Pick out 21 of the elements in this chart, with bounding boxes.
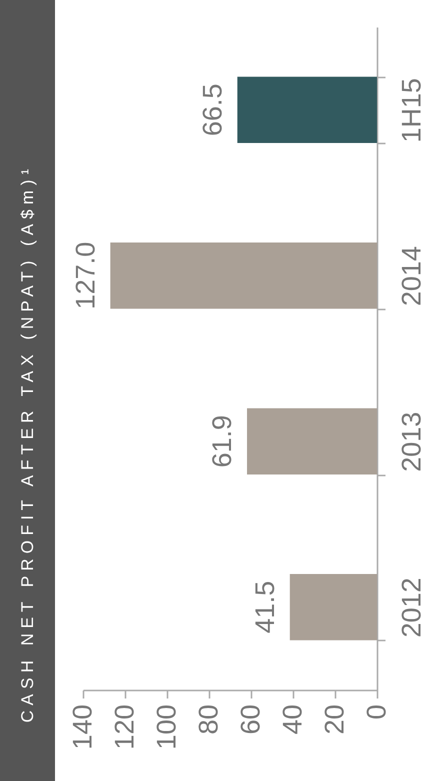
x-tick-label: 120 (110, 704, 140, 750)
x-tick-label: 20 (320, 704, 350, 735)
x-tick-label: 140 (68, 704, 98, 750)
x-tick-label: 100 (152, 704, 182, 750)
y-tick-label: 2014 (396, 246, 426, 306)
x-tick-label: 80 (194, 704, 224, 735)
bar (110, 242, 377, 309)
x-tick-label: 40 (278, 704, 308, 735)
y-tick-label: 1H15 (396, 78, 426, 143)
bar (237, 76, 377, 144)
x-tick-label: 60 (236, 704, 266, 735)
bar (247, 408, 377, 475)
y-tick-label: 2013 (396, 412, 426, 472)
y-tick-label: 2012 (396, 578, 426, 638)
data-label: 127.0 (70, 242, 100, 310)
bar (290, 574, 377, 640)
data-label: 61.9 (207, 415, 238, 468)
data-label: 66.5 (197, 84, 228, 136)
text: CASH NET PROFIT AFTER TAX (NPAT) (A$m)¹ (18, 164, 38, 723)
x-tick-label: 0 (362, 704, 392, 720)
data-label: 41.5 (250, 580, 280, 634)
